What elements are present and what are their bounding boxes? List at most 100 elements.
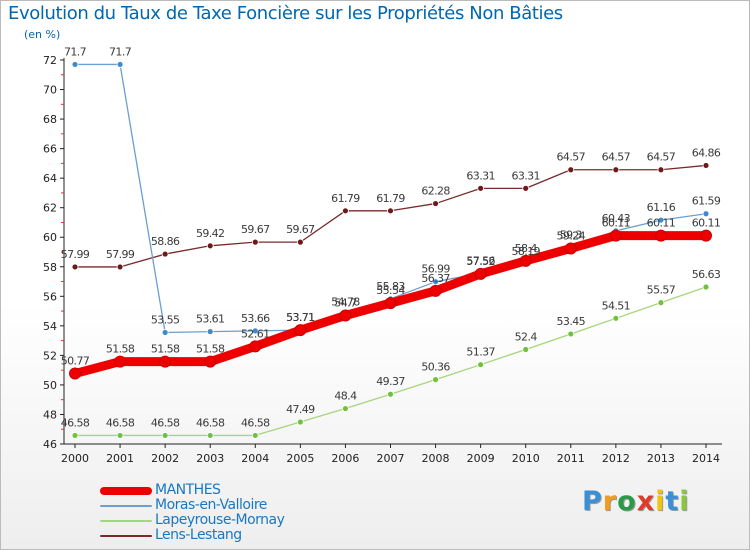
- data-label: 50.36: [421, 361, 450, 374]
- data-point: [657, 166, 665, 174]
- data-label: 54.78: [331, 295, 360, 308]
- data-point: [477, 184, 485, 192]
- data-point: [609, 229, 622, 242]
- data-label: 61.59: [692, 195, 721, 208]
- data-label: 46.58: [151, 416, 180, 429]
- y-tick-label: 48: [43, 408, 57, 421]
- data-label: 57.99: [61, 248, 90, 261]
- y-tick-label: 68: [43, 113, 57, 126]
- data-point: [69, 367, 81, 380]
- data-point: [116, 263, 124, 271]
- data-label: 47.49: [286, 403, 315, 416]
- data-point: [116, 61, 124, 68]
- legend-swatch: [100, 520, 152, 522]
- data-label: 51.37: [466, 346, 495, 359]
- x-tick-label: 2014: [692, 452, 720, 465]
- logo-letter: i: [679, 486, 690, 517]
- data-point: [204, 355, 217, 368]
- data-point: [296, 238, 304, 246]
- data-point: [564, 242, 577, 255]
- data-label: 53.71: [286, 311, 315, 324]
- data-label: 56.99: [421, 263, 450, 276]
- data-label: 46.58: [241, 416, 270, 429]
- data-label: 53.55: [151, 313, 180, 326]
- y-tick-label: 66: [43, 143, 57, 156]
- y-tick-label: 62: [43, 202, 57, 215]
- data-label: 52.4: [515, 330, 538, 343]
- data-point: [161, 329, 169, 336]
- data-label: 46.58: [106, 416, 135, 429]
- data-label: 57.99: [106, 248, 135, 261]
- data-point: [296, 418, 304, 426]
- data-point: [251, 238, 259, 246]
- data-point: [567, 166, 575, 174]
- data-point: [71, 263, 79, 271]
- data-label: 59.3: [560, 229, 583, 242]
- data-point: [432, 200, 439, 207]
- data-label: 64.57: [602, 151, 631, 164]
- data-label: 55.54: [376, 284, 405, 297]
- data-point: [612, 166, 620, 174]
- data-point: [251, 432, 259, 439]
- data-label: 64.86: [692, 146, 721, 159]
- data-label: 49.37: [376, 375, 405, 388]
- data-point: [206, 432, 214, 439]
- data-label: 71.7: [64, 45, 87, 58]
- data-point: [702, 283, 710, 291]
- data-point: [159, 355, 172, 368]
- data-label: 48.4: [334, 390, 357, 403]
- y-tick-label: 54: [43, 320, 57, 333]
- x-tick-label: 2004: [241, 452, 269, 465]
- data-point: [654, 229, 667, 242]
- data-label: 64.57: [647, 151, 676, 164]
- data-label: 53.66: [241, 312, 270, 325]
- data-point: [522, 346, 530, 353]
- proxiti-logo: Proxiti: [582, 486, 690, 517]
- x-tick-label: 2012: [602, 452, 630, 465]
- data-point: [657, 299, 665, 307]
- data-label: 60.11: [692, 217, 721, 230]
- data-label: 55.83: [376, 280, 405, 293]
- x-tick-label: 2000: [61, 452, 89, 465]
- y-tick-label: 50: [43, 379, 57, 392]
- logo-letter: r: [602, 486, 618, 517]
- x-tick-label: 2001: [106, 452, 134, 465]
- x-tick-label: 2009: [467, 452, 495, 465]
- data-label: 62.28: [421, 185, 450, 198]
- data-label: 71.7: [109, 45, 132, 58]
- data-label: 60.11: [602, 217, 631, 230]
- data-label: 58.4: [515, 242, 538, 255]
- data-point: [477, 361, 485, 369]
- y-unit-label: (en %): [24, 28, 61, 41]
- legend-swatch: [100, 505, 152, 507]
- data-label: 55.57: [647, 284, 676, 297]
- data-point: [71, 432, 79, 439]
- legend-swatch: [100, 487, 152, 495]
- data-label: 52.61: [241, 327, 270, 340]
- data-point: [702, 210, 710, 218]
- data-point: [251, 327, 259, 335]
- data-label: 61.16: [647, 201, 676, 214]
- data-point: [116, 432, 124, 439]
- data-point: [474, 267, 487, 280]
- data-point: [702, 162, 710, 169]
- data-label: 59.42: [196, 227, 225, 240]
- data-point: [519, 254, 532, 267]
- y-tick-label: 60: [43, 231, 57, 244]
- data-point: [294, 324, 307, 337]
- x-tick-label: 2007: [377, 452, 405, 465]
- data-point: [114, 355, 127, 368]
- x-tick-label: 2002: [151, 452, 179, 465]
- logo-letter: P: [582, 486, 603, 517]
- x-tick-label: 2010: [512, 452, 540, 465]
- chart-title: Evolution du Taux de Taxe Foncière sur l…: [8, 3, 563, 24]
- data-label: 53.45: [557, 315, 586, 328]
- x-tick-label: 2011: [557, 452, 585, 465]
- data-point: [339, 309, 352, 322]
- data-label: 64.57: [557, 151, 586, 164]
- data-label: 63.31: [466, 169, 495, 182]
- data-label: 60.43: [602, 212, 631, 225]
- data-point: [387, 390, 394, 398]
- legend-label: Moras-en-Valloire: [155, 497, 267, 513]
